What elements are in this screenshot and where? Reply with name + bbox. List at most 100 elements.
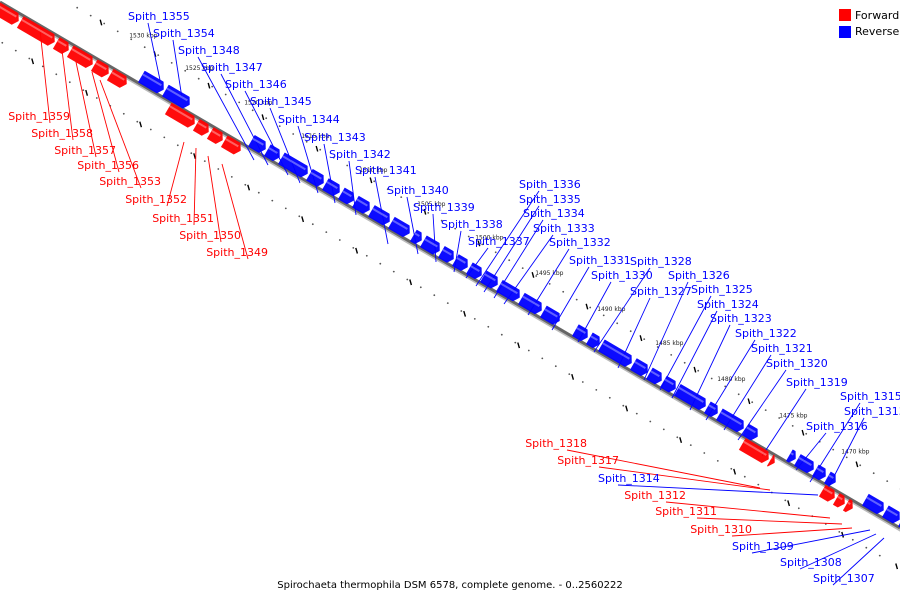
scale-tick: [639, 335, 643, 342]
scale-dot: [541, 357, 544, 360]
reverse-gene-arrow: [539, 305, 560, 325]
scale-dot: [292, 133, 295, 135]
scale-dot: [851, 538, 854, 541]
scale-dot: [521, 267, 524, 269]
reverse-gene-arrow: [465, 262, 482, 280]
gene-label: Spith_1342: [329, 148, 391, 161]
gene-connector: [166, 141, 185, 207]
gene-connector: [75, 61, 97, 158]
reverse-gene-arrow: [785, 449, 796, 463]
scale-dot: [562, 290, 565, 293]
gene-arrow-highlight: [342, 190, 352, 198]
gene-arrow-highlight: [282, 155, 306, 171]
label-connectors: [39, 22, 885, 586]
gene-arrow-highlight: [392, 219, 408, 230]
scale-tick: [31, 58, 35, 65]
gene-label: Spith_1348: [178, 44, 240, 57]
gene-arrow-highlight: [442, 248, 452, 256]
scale-dot: [190, 152, 193, 155]
scale-dot: [284, 207, 287, 210]
legend-reverse-label: Reverse: [855, 25, 899, 38]
scale-dot: [433, 294, 436, 297]
gene-connector: [91, 71, 120, 173]
scale-dot: [217, 168, 220, 170]
forward-gene-arrow: [766, 454, 775, 467]
scale-dot: [554, 365, 557, 368]
gene-label: Spith_1309: [732, 540, 794, 553]
scale-dot: [392, 270, 395, 273]
scale-dot: [676, 436, 679, 439]
scale-dot: [319, 148, 322, 151]
reverse-gene-arrow: [597, 339, 632, 367]
scale-label: 1525 kbp: [185, 65, 213, 72]
forward-gene-arrow: [0, 2, 19, 25]
scale-tick: [625, 405, 629, 412]
scale-dot: [764, 409, 767, 411]
gene-label: Spith_1327: [630, 285, 692, 298]
scale-tick: [409, 279, 413, 286]
scale-dot: [743, 475, 746, 478]
scale-dot: [616, 322, 619, 325]
gene-arrow-highlight: [142, 73, 162, 87]
scale-dot: [82, 89, 85, 91]
scale-dot: [157, 54, 160, 56]
gene-label: Spith_1317: [557, 454, 619, 467]
scale-dot: [332, 156, 335, 159]
scale-dot: [338, 239, 341, 241]
scale-dot: [1, 41, 4, 44]
gene-label: Spith_1315: [840, 390, 900, 403]
scale-dot: [28, 57, 31, 60]
scale-dot: [500, 333, 503, 336]
scale-dot: [149, 128, 152, 131]
forward-gene-arrow: [16, 16, 55, 46]
gene-arrow-highlight: [225, 138, 239, 148]
gene-label: Spith_1345: [250, 95, 312, 108]
reverse-gene-arrow: [479, 270, 498, 289]
scale-dot: [103, 22, 106, 25]
gene-label: Spith_1311: [655, 505, 717, 518]
gene-label: Spith_1351: [152, 212, 214, 225]
gene-arrow-highlight: [456, 257, 466, 264]
scale-label: 1485 kbp: [655, 340, 683, 347]
scale-tick: [787, 500, 791, 507]
scale-dot: [251, 109, 254, 112]
scale-dot: [514, 341, 517, 344]
reverse-gene-arrow: [571, 324, 588, 342]
gene-arrow-highlight: [590, 335, 598, 341]
gene-label: Spith_1352: [125, 193, 187, 206]
scale-label: 1500 kbp: [475, 235, 503, 242]
gene-arrow-highlight: [790, 452, 794, 456]
scale-dot: [460, 310, 463, 312]
scale-tick: [99, 19, 103, 26]
scale-dot: [446, 302, 449, 304]
gene-label: Spith_1355: [128, 10, 190, 23]
gene-connector: [221, 163, 249, 260]
caption: Spirochaeta thermophila DSM 6578, comple…: [277, 580, 622, 591]
reverse-gene-arrow: [247, 134, 266, 153]
reverse-gene-arrow: [861, 493, 884, 515]
gene-arrow-highlight: [798, 456, 812, 466]
scale-dot: [622, 404, 625, 407]
reverse-gene-arrow: [137, 70, 164, 94]
scale-dot: [95, 97, 98, 99]
scale-dot: [346, 164, 349, 167]
gene-arrow-highlight: [720, 411, 742, 426]
gene-label: Spith_1328: [630, 255, 692, 268]
scale-dot: [670, 354, 673, 356]
gene-label: Spith_1325: [691, 283, 753, 296]
scale-label: 1530 kbp: [129, 33, 157, 40]
gene-label: Spith_1341: [355, 164, 417, 177]
reverse-gene-arrow: [451, 254, 468, 271]
gene-connector: [593, 267, 651, 353]
scale-dot: [527, 349, 530, 352]
gene-label: Spith_1340: [387, 184, 449, 197]
gene-label: Spith_1337: [468, 235, 530, 248]
gene-label: Spith_1356: [77, 159, 139, 172]
forward-gene-arrow: [52, 37, 69, 54]
scale-dot: [278, 125, 281, 127]
gene-label: Spith_1354: [153, 27, 215, 40]
reverse-gene-arrow: [659, 375, 676, 393]
gene-connector: [475, 190, 540, 287]
gene-connector: [659, 295, 712, 391]
